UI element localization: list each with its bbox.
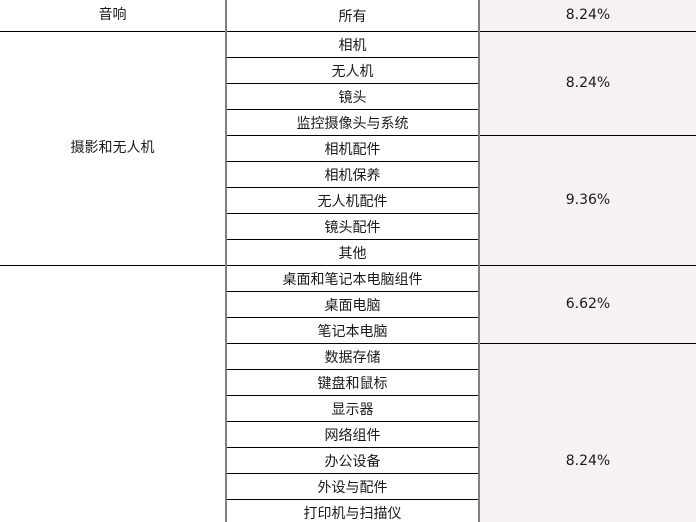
share-value-cell: 6.62% (480, 266, 696, 344)
subcategory-cell: 外设与配件 (227, 474, 478, 500)
category-column: 音响 摄影和无人机 (0, 0, 225, 522)
share-value-column: 8.24% 8.24% 9.36% 6.62% 8.24% (480, 0, 696, 522)
subcategory-cell: 镜头配件 (227, 214, 478, 240)
subcategory-cell: 相机配件 (227, 136, 478, 162)
share-value-cell: 8.24% (565, 452, 611, 469)
subcategory-cell: 相机保养 (227, 162, 478, 188)
subcategory-cell: 打印机与扫描仪 (227, 500, 478, 522)
subcategory-cell: 显示器 (227, 396, 478, 422)
subcategory-cell: 其他 (227, 240, 478, 266)
subcategory-cell: 数据存储 (227, 344, 478, 370)
column-divider-left (225, 0, 227, 522)
share-value-cell: 8.24% (480, 0, 696, 32)
subcategory-cell: 办公设备 (227, 448, 478, 474)
subcategory-column: 所有 相机 无人机 镜头 监控摄像头与系统 相机配件 相机保养 无人机配件 镜头… (227, 0, 478, 522)
subcategory-cell: 所有 (227, 0, 478, 32)
subcategory-cell: 桌面电脑 (227, 292, 478, 318)
subcategory-cell: 无人机配件 (227, 188, 478, 214)
subcategory-cell: 镜头 (227, 84, 478, 110)
subcategory-cell: 笔记本电脑 (227, 318, 478, 344)
subcategory-cell: 桌面和笔记本电脑组件 (227, 266, 478, 292)
category-cell-photography-drones: 摄影和无人机 (0, 32, 225, 266)
subcategory-cell: 网络组件 (227, 422, 478, 448)
subcategory-cell: 键盘和鼠标 (227, 370, 478, 396)
share-value-cell: 9.36% (480, 136, 696, 266)
subcategory-cell: 无人机 (227, 58, 478, 84)
category-cell-audio: 音响 (0, 0, 225, 32)
category-cell-cutoff (0, 266, 225, 522)
subcategory-cell: 监控摄像头与系统 (227, 110, 478, 136)
subcategory-cell: 相机 (227, 32, 478, 58)
column-divider-right (478, 0, 480, 522)
share-value-cell: 8.24% (480, 32, 696, 136)
